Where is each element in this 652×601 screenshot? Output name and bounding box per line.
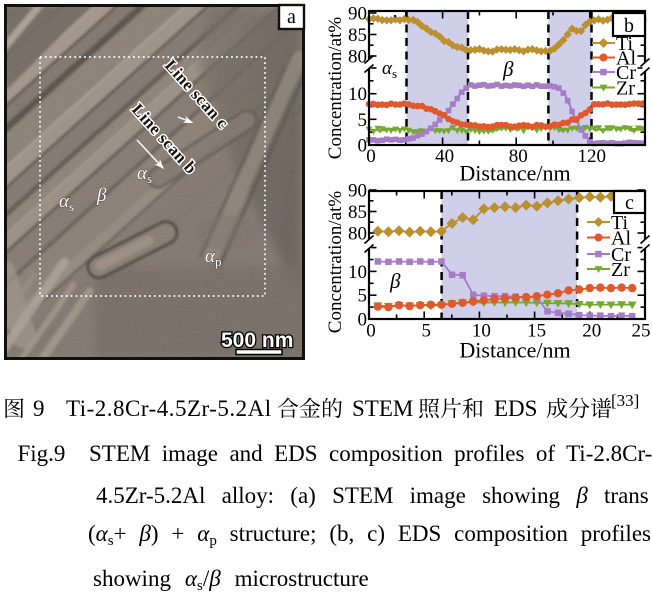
svg-text:25: 25 <box>632 321 651 342</box>
svg-text:90: 90 <box>348 181 367 202</box>
svg-text:0: 0 <box>366 146 376 167</box>
svg-text:0: 0 <box>366 321 376 342</box>
svg-text:85: 85 <box>348 25 367 46</box>
svg-text:40: 40 <box>435 146 454 167</box>
svg-text:Concentration/at%: Concentration/at% <box>325 17 346 160</box>
svg-text:120: 120 <box>578 146 607 167</box>
svg-text:5: 5 <box>358 286 368 307</box>
svg-text:10: 10 <box>472 321 491 342</box>
svg-text:Zr: Zr <box>616 78 635 100</box>
svg-text:90: 90 <box>348 4 367 25</box>
svg-text:Al: Al <box>616 48 636 70</box>
svg-text:a: a <box>287 6 296 28</box>
svg-text:10: 10 <box>348 262 367 283</box>
svg-text:b: b <box>624 15 634 37</box>
svg-text:β: β <box>389 269 401 293</box>
svg-text:Ti: Ti <box>616 33 634 55</box>
svg-text:β: β <box>502 57 514 81</box>
svg-text:85: 85 <box>348 202 367 223</box>
svg-text:Al: Al <box>611 228 631 250</box>
svg-text:15: 15 <box>527 321 546 342</box>
svg-text:Distance/nm: Distance/nm <box>459 338 570 363</box>
svg-text:80: 80 <box>348 47 367 68</box>
svg-text:20: 20 <box>582 321 601 342</box>
svg-text:500 nm: 500 nm <box>221 329 293 352</box>
svg-text:Distance/nm: Distance/nm <box>459 161 570 186</box>
svg-text:5: 5 <box>358 110 368 131</box>
svg-text:80: 80 <box>509 146 528 167</box>
svg-text:Cr: Cr <box>611 244 631 266</box>
svg-text:10: 10 <box>348 84 367 105</box>
svg-text:80: 80 <box>348 224 367 245</box>
svg-text:0: 0 <box>358 310 368 331</box>
svg-text:Cr: Cr <box>616 62 636 84</box>
svg-text:5: 5 <box>421 321 431 342</box>
svg-text:c: c <box>625 192 634 214</box>
svg-text:Zr: Zr <box>611 259 630 281</box>
svg-text:β: β <box>96 185 107 206</box>
svg-text:Ti: Ti <box>611 212 629 234</box>
svg-text:0: 0 <box>358 136 368 157</box>
svg-text:Concentration/at%: Concentration/at% <box>325 191 346 334</box>
